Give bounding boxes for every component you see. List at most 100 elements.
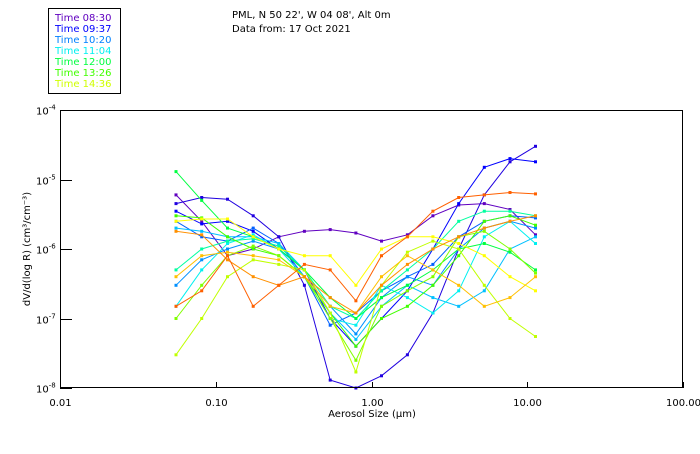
data-point: [380, 317, 383, 320]
data-point: [277, 262, 281, 266]
data-point: [534, 214, 537, 218]
data-point: [482, 209, 486, 213]
data-point: [200, 317, 204, 320]
data-point: [482, 235, 486, 239]
data-point: [277, 254, 281, 258]
data-point: [200, 198, 204, 202]
series-8: [174, 170, 537, 320]
data-point: [302, 283, 306, 287]
data-point: [431, 296, 435, 300]
data-point: [226, 239, 229, 243]
data-point: [302, 268, 306, 272]
data-point: [457, 202, 461, 206]
data-point: [251, 258, 255, 262]
data-point: [174, 229, 178, 233]
data-point: [534, 223, 537, 227]
data-point: [200, 235, 204, 239]
data-point: [380, 247, 383, 251]
x-tick-label: 0.10: [205, 398, 227, 409]
data-point: [200, 217, 204, 221]
data-point: [508, 191, 512, 194]
data-point: [534, 242, 537, 245]
data-point: [302, 262, 306, 266]
data-point: [508, 296, 512, 300]
series-line: [175, 145, 536, 389]
data-point: [457, 283, 461, 287]
series-line: [175, 210, 536, 320]
data-point: [251, 239, 255, 243]
data-point: [380, 304, 383, 308]
x-tick-label: 1.00: [361, 398, 383, 409]
data-point: [277, 242, 281, 245]
legend-entry: Time 09:37: [54, 24, 111, 35]
series-line: [175, 191, 536, 308]
data-point: [302, 275, 306, 279]
data-point: [251, 229, 255, 233]
series-line: [175, 230, 536, 362]
data-point: [405, 296, 409, 300]
data-point: [534, 268, 537, 272]
header-line-1: PML, N 50 22', W 04 08', Alt 0m: [232, 10, 391, 21]
series-layer: [174, 144, 537, 390]
legend-entry: Time 14:36: [54, 79, 111, 90]
data-point: [200, 283, 204, 287]
data-point: [534, 226, 537, 230]
data-point: [508, 219, 512, 223]
data-point: [431, 214, 435, 218]
data-point: [457, 242, 461, 245]
y-tick-label: 10-7: [36, 313, 56, 327]
data-point: [277, 247, 281, 251]
series-14: [174, 214, 537, 315]
data-point: [174, 275, 178, 279]
data-point: [354, 299, 358, 303]
data-point: [328, 268, 332, 272]
data-point: [431, 311, 435, 315]
data-point: [508, 214, 512, 218]
axes: 0.01 0.10 1.00 10.00 100.00 10-4 10-5 10-6 10-7 1…: [36, 104, 700, 410]
data-point: [534, 233, 537, 237]
x-tick-label: 0.01: [49, 398, 71, 409]
data-point: [405, 233, 409, 237]
data-point: [534, 235, 537, 239]
data-point: [508, 160, 512, 164]
data-point: [328, 304, 332, 308]
data-point: [328, 323, 332, 327]
data-point: [251, 235, 255, 239]
data-point: [354, 370, 358, 374]
data-point: [328, 254, 332, 258]
data-point: [508, 209, 512, 213]
data-point: [405, 235, 409, 239]
series-12: [174, 217, 537, 293]
data-point: [251, 233, 255, 237]
data-point: [226, 235, 229, 239]
data-point: [380, 283, 383, 287]
data-point: [380, 374, 383, 378]
data-point: [457, 254, 461, 258]
data-point: [482, 229, 486, 233]
legend-entry: Time 11:04: [54, 46, 111, 57]
data-point: [534, 160, 537, 164]
data-point: [251, 214, 255, 218]
data-point: [354, 311, 358, 315]
data-point: [251, 226, 255, 230]
data-point: [200, 196, 204, 199]
data-point: [354, 323, 358, 327]
data-point: [508, 247, 512, 251]
x-tick-label: 100.00: [666, 398, 700, 409]
x-axis-label: Aerosol Size (µm): [328, 409, 416, 420]
data-point: [226, 258, 229, 262]
legend-entry: Time 13:26: [54, 68, 111, 79]
data-point: [431, 235, 435, 239]
series-7: [174, 209, 537, 320]
data-point: [328, 311, 332, 315]
data-point: [174, 304, 178, 308]
data-point: [354, 358, 358, 362]
data-point: [405, 289, 409, 293]
data-point: [457, 304, 461, 308]
data-point: [482, 254, 486, 258]
data-point: [226, 247, 229, 251]
data-point: [354, 344, 358, 348]
data-point: [431, 275, 435, 279]
data-point: [200, 229, 204, 233]
